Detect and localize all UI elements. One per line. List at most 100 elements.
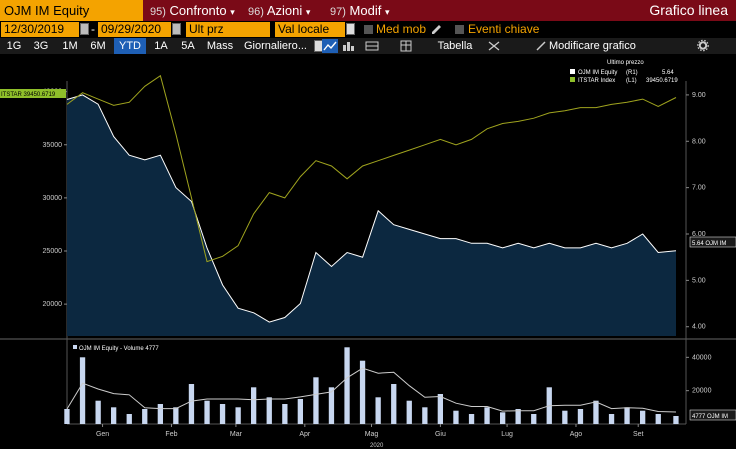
volume-average-line: [66, 367, 677, 413]
volume-bar: [173, 407, 179, 424]
legend-value-equity: 5.64: [662, 70, 674, 76]
menu-number: 97): [330, 6, 346, 18]
calendar-icon[interactable]: [80, 23, 89, 35]
volume-bar: [422, 407, 428, 424]
calendar-icon[interactable]: [172, 23, 181, 35]
gear-icon[interactable]: [697, 39, 709, 52]
volume-legend: OJM IM Equity - Volume 4777: [79, 346, 159, 352]
volume-bar: [344, 347, 350, 424]
y-right-tick-label: 5.00: [692, 277, 706, 284]
end-date-input[interactable]: 09/29/2020: [98, 22, 171, 37]
volume-bar: [297, 399, 303, 424]
volume-bar: [500, 412, 506, 424]
menu-confronto[interactable]: 95) Confronto ▾: [150, 0, 235, 21]
volume-bar: [406, 400, 412, 424]
line-chart-icon[interactable]: [322, 39, 338, 53]
price-chart[interactable]: 20000 25000 30000 35000 40000 4.00 5.00 6.00 7.0…: [0, 56, 736, 449]
dropdown-arrow-icon[interactable]: [346, 23, 355, 35]
volume-bar: [468, 414, 475, 424]
menu-number: 95): [150, 6, 166, 18]
range-1m[interactable]: 1M: [62, 40, 78, 52]
volume-bar: [266, 397, 272, 424]
expand-icon[interactable]: [487, 40, 501, 52]
legend-header: Ultimo prezzo: [607, 60, 644, 66]
volume-bar: [79, 357, 86, 424]
menu-number: 96): [248, 6, 264, 18]
volume-bar: [375, 397, 381, 424]
legend-swatch-index: [570, 77, 575, 82]
volume-bar: [484, 407, 490, 424]
volume-bar: [515, 409, 521, 424]
volume-bar: [204, 400, 210, 424]
volume-bar: [359, 360, 366, 424]
moving-average-checkbox[interactable]: [364, 25, 373, 34]
price-field-select[interactable]: Ult prz: [186, 22, 270, 37]
range-1a[interactable]: 1A: [154, 40, 168, 52]
start-date-input[interactable]: 12/30/2019: [1, 22, 79, 37]
volume-bar: [391, 384, 397, 424]
volume-tag: [689, 409, 736, 421]
y-left-tick-label: 30000: [43, 195, 63, 202]
volume-bar: [608, 414, 615, 424]
y-left-tick-label: 35000: [43, 142, 63, 149]
range-5a[interactable]: 5A: [181, 40, 195, 52]
volume-tag-label: 4777 OJM IM: [692, 414, 728, 420]
y-volume-tick-label: 40000: [692, 354, 712, 361]
ticker-field[interactable]: OJM IM Equity: [0, 0, 143, 21]
y-right-tick-label: 8.00: [692, 138, 706, 145]
chart-type-icon[interactable]: [342, 40, 356, 52]
volume-bar: [437, 394, 443, 424]
range-ytd[interactable]: YTD: [114, 38, 146, 54]
x-tick-label: Set: [633, 431, 644, 438]
y-left-tick-label: 25000: [43, 248, 63, 255]
y-right-tick-label: 4.00: [692, 324, 706, 331]
legend-swatch-equity: [570, 69, 575, 74]
y-volume-tick-label: 20000: [692, 388, 712, 395]
volume-bar: [655, 414, 661, 424]
periodicity-select[interactable]: Giornaliero...: [244, 40, 307, 52]
volume-bar: [577, 409, 584, 424]
volume-bar: [235, 407, 241, 424]
volume-bar: [219, 404, 226, 424]
y-right-tick-label: 7.00: [692, 185, 706, 192]
index-price-tag-label: ITSTAR 39450.6719: [1, 92, 56, 98]
menu-modif[interactable]: 97) Modif ▾: [330, 0, 389, 21]
table-icon[interactable]: [400, 40, 412, 52]
x-tick-label: Ago: [570, 431, 583, 438]
menu-azioni[interactable]: 96) Azioni ▾: [248, 0, 310, 21]
x-tick-label: Feb: [165, 431, 177, 438]
range-max[interactable]: Mass: [206, 40, 234, 52]
index-price-tag: [0, 89, 66, 98]
volume-bar: [313, 377, 319, 424]
menu-label: Confronto: [169, 3, 227, 18]
range-1g[interactable]: 1G: [6, 40, 22, 52]
modify-chart-button[interactable]: Modificare grafico: [549, 40, 636, 52]
caret-down-icon: ▾: [230, 7, 235, 17]
volume-bar: [142, 409, 148, 424]
index-price-line: [66, 74, 677, 263]
volume-bar: [64, 409, 70, 424]
legend-axis-index: (L1): [626, 78, 637, 84]
table-button[interactable]: Tabella: [437, 40, 473, 52]
x-tick-label: Lug: [501, 431, 513, 438]
key-events-checkbox[interactable]: [455, 25, 464, 34]
range-6m[interactable]: 6M: [90, 40, 106, 52]
y-right-tick-label: 6.00: [692, 231, 706, 238]
legend-axis-equity: (R1): [626, 70, 638, 76]
brush-icon: [536, 41, 546, 51]
legend-name-index: ITSTAR Index: [578, 78, 615, 84]
volume-bar: [593, 400, 599, 424]
volume-bar: [111, 407, 117, 424]
x-tick-label: Gen: [96, 431, 109, 438]
periodicity-label: Giornaliero: [244, 40, 298, 52]
volume-bar: [531, 414, 537, 424]
page-title: Grafico linea: [649, 2, 728, 18]
chart-options-icon[interactable]: [365, 40, 379, 52]
pencil-icon[interactable]: [431, 24, 442, 35]
volume-bar: [673, 416, 679, 424]
currency-select[interactable]: Val locale: [275, 22, 345, 37]
moving-average-label: Med mob: [376, 22, 427, 36]
volume-bar: [640, 410, 646, 424]
range-3g[interactable]: 3G: [33, 40, 49, 52]
volume-bar: [157, 404, 163, 424]
